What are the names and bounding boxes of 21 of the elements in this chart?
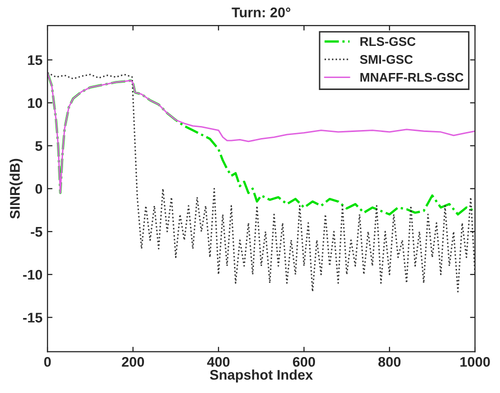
y-tick-label: -5 (30, 227, 42, 237)
y-axis-title: SINR(dB) (10, 158, 23, 219)
y-tick-label: 15 (28, 55, 42, 66)
y-tick-label: 5 (35, 141, 42, 151)
legend-label: RLS-GSC (360, 37, 416, 46)
y-tick-label: -10 (23, 270, 42, 280)
x-tick-label: 600 (292, 356, 316, 367)
x-tick-label: 800 (378, 356, 401, 367)
x-tick-label: 200 (122, 356, 144, 367)
legend-label: SMI-GSC (360, 55, 413, 64)
y-tick-label: 10 (28, 98, 42, 108)
x-tick-label: 400 (207, 356, 230, 367)
legend-label: MNAFF-RLS-GSC (360, 72, 464, 82)
line-series (48, 72, 475, 216)
y-tick-label: 0 (35, 184, 42, 194)
line-series (48, 72, 475, 194)
y-tick-label: -15 (23, 312, 42, 323)
x-axis-title: Snapshot Index (210, 370, 313, 382)
x-tick-label: 0 (44, 356, 51, 367)
x-tick-label: 1000 (460, 356, 490, 367)
chart-title: Turn: 20° (232, 8, 290, 18)
